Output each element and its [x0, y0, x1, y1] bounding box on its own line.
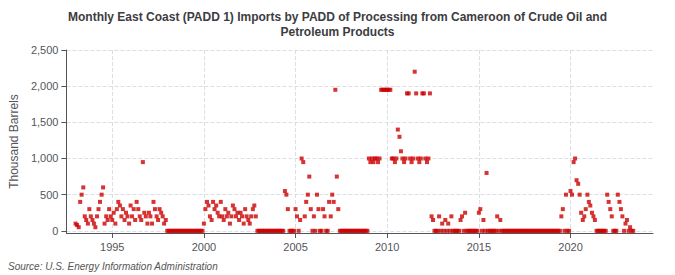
- svg-text:Thousand Barrels: Thousand Barrels: [7, 94, 21, 189]
- svg-text:Monthly East Coast (PADD 1) Im: Monthly East Coast (PADD 1) Imports by P…: [68, 10, 607, 24]
- svg-text:0: 0: [52, 225, 58, 237]
- svg-text:2,500: 2,500: [31, 44, 59, 56]
- svg-text:2,000: 2,000: [31, 80, 59, 92]
- svg-text:1,500: 1,500: [31, 116, 59, 128]
- svg-text:Petroleum Products: Petroleum Products: [280, 25, 394, 39]
- svg-text:2000: 2000: [192, 241, 216, 253]
- svg-text:500: 500: [40, 189, 58, 201]
- svg-text:2005: 2005: [283, 241, 307, 253]
- svg-text:2020: 2020: [558, 241, 582, 253]
- svg-text:2015: 2015: [467, 241, 491, 253]
- svg-text:1,000: 1,000: [31, 152, 59, 164]
- svg-text:1995: 1995: [100, 241, 124, 253]
- svg-text:2010: 2010: [375, 241, 399, 253]
- svg-text:Source: U.S. Energy Informatio: Source: U.S. Energy Information Administ…: [8, 261, 218, 272]
